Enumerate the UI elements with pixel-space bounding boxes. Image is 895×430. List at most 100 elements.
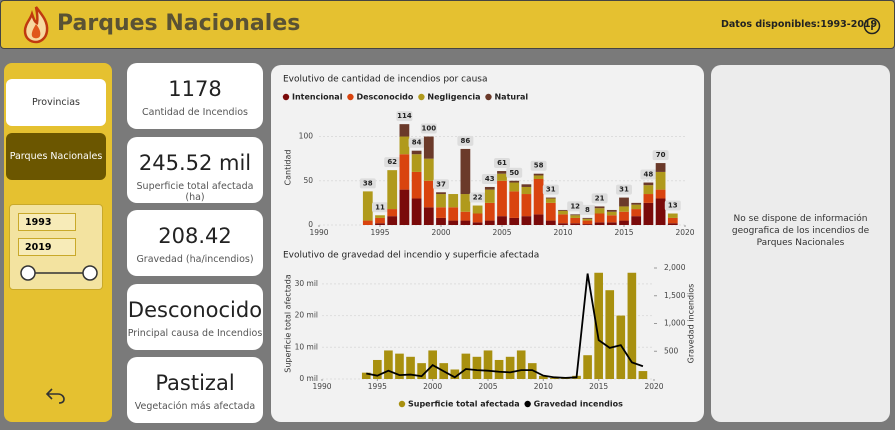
bar-segment bbox=[472, 222, 483, 225]
nav-button[interactable]: Parques Nacionales bbox=[6, 133, 106, 180]
bar-segment bbox=[533, 214, 544, 225]
kpi-label: Superficie total afectada (ha) bbox=[136, 180, 254, 203]
total-label: 13 bbox=[668, 202, 678, 210]
bar-segment bbox=[448, 207, 459, 221]
x-tick-label: 2020 bbox=[675, 228, 694, 237]
bar-segment bbox=[594, 206, 605, 209]
legend-swatch bbox=[524, 400, 531, 408]
total-label: 37 bbox=[436, 180, 446, 188]
year-from[interactable]: 1993 bbox=[18, 213, 76, 231]
bar-segment bbox=[558, 214, 568, 224]
total-label: 86 bbox=[461, 137, 471, 145]
bar-segment bbox=[631, 204, 642, 210]
bar-segment bbox=[460, 211, 471, 221]
bar-segment bbox=[423, 180, 434, 208]
x-tick-label: 2020 bbox=[644, 382, 663, 391]
bar-segment bbox=[375, 217, 385, 224]
back-button[interactable] bbox=[44, 385, 68, 405]
x-tick-label: 1995 bbox=[370, 228, 389, 237]
chart-panel: Evolutivo de cantidad de incendios por c… bbox=[271, 65, 704, 422]
bar bbox=[605, 290, 615, 379]
bar-segment bbox=[399, 124, 410, 137]
bar-segment bbox=[643, 182, 654, 186]
legend-label: Gravedad incendios bbox=[534, 400, 623, 409]
kpi-value: 245.52 mil bbox=[138, 150, 252, 175]
bar-segment bbox=[423, 158, 434, 181]
y2-tick-label: 2,000 bbox=[664, 263, 686, 272]
chart-title: Evolutivo de cantidad de incendios por c… bbox=[283, 75, 487, 85]
y-tick-label: 10 mil bbox=[295, 342, 318, 351]
bar-segment bbox=[423, 136, 434, 159]
y2-tick-label: 1,500 bbox=[664, 291, 686, 300]
bar-segment bbox=[509, 217, 520, 225]
bar bbox=[483, 350, 493, 379]
bar bbox=[395, 353, 404, 379]
bar-segment bbox=[423, 207, 434, 225]
kpi-card: 245.52 mil Superficie total afectada (ha) bbox=[127, 136, 263, 203]
bar bbox=[594, 272, 603, 379]
total-label-bg bbox=[579, 204, 596, 215]
y-tick-label: 0 mil bbox=[299, 374, 318, 383]
nav-button[interactable]: Provincias bbox=[6, 79, 106, 126]
bar bbox=[583, 355, 592, 379]
slider[interactable] bbox=[14, 261, 100, 285]
bar-segment bbox=[399, 189, 410, 225]
bar-segment bbox=[594, 213, 605, 223]
total-label: 50 bbox=[509, 169, 519, 177]
total-label: 22 bbox=[473, 194, 483, 202]
bar-segment bbox=[619, 220, 629, 225]
total-label: 21 bbox=[595, 194, 605, 202]
total-label: 31 bbox=[619, 186, 629, 194]
bar-segment bbox=[582, 217, 593, 219]
kpi-card: 208.42 Gravedad (ha/incendios) bbox=[127, 210, 263, 276]
bar-segment bbox=[643, 194, 654, 203]
y2-tick-label: 1,000 bbox=[664, 319, 686, 328]
bar-segment bbox=[582, 218, 593, 221]
bar-segment bbox=[484, 220, 495, 225]
bar-segment bbox=[399, 154, 410, 190]
y-axis-label: Superficie total afectada bbox=[284, 274, 293, 373]
total-label: 43 bbox=[485, 175, 495, 183]
side-panel: Provincias Parques Nacionales 1993 2019 bbox=[4, 63, 112, 422]
bar-segment bbox=[558, 210, 568, 215]
total-label-bg bbox=[420, 123, 437, 134]
x-tick-label: 2010 bbox=[553, 228, 572, 237]
bar-segment bbox=[375, 223, 385, 225]
total-label-bg bbox=[652, 150, 669, 161]
total-label: 70 bbox=[656, 151, 666, 159]
chart-title: Evolutivo de gravedad del incendio y sup… bbox=[283, 251, 539, 261]
kpi-value: 1178 bbox=[168, 77, 222, 101]
bar-segment bbox=[460, 148, 471, 195]
bar-segment bbox=[436, 217, 446, 225]
info-icon[interactable] bbox=[863, 17, 881, 35]
bar-segment bbox=[411, 154, 422, 172]
bar-segment bbox=[545, 197, 556, 199]
bar-segment bbox=[460, 220, 471, 225]
bar-segment bbox=[521, 194, 532, 217]
year-slicer: 1993 2019 bbox=[9, 204, 103, 290]
bar-segment bbox=[606, 222, 617, 225]
kpi-label: Gravedad (ha/incendios) bbox=[136, 254, 254, 265]
legend-label: Desconocido bbox=[356, 93, 413, 102]
bar-segment bbox=[619, 211, 629, 221]
bar-segment bbox=[411, 171, 422, 199]
bar-segment bbox=[655, 163, 666, 172]
total-label-bg bbox=[616, 184, 632, 195]
legend-swatch bbox=[398, 400, 406, 408]
x-tick-label: 2005 bbox=[492, 228, 511, 237]
bar-segment bbox=[399, 136, 410, 155]
year-to[interactable]: 2019 bbox=[18, 238, 76, 256]
bar-segment bbox=[362, 220, 373, 225]
total-label: 12 bbox=[570, 202, 580, 210]
bar-segment bbox=[533, 175, 544, 179]
bar bbox=[373, 359, 382, 379]
bar bbox=[638, 371, 648, 379]
legend-label: Superficie total afectada bbox=[408, 400, 520, 409]
bar-segment bbox=[619, 206, 629, 212]
bar-segment bbox=[411, 150, 422, 155]
bar-segment bbox=[484, 202, 495, 221]
total-label: 100 bbox=[421, 125, 436, 133]
legend-label: Natural bbox=[494, 93, 528, 102]
title: Parques Nacionales bbox=[57, 11, 301, 36]
